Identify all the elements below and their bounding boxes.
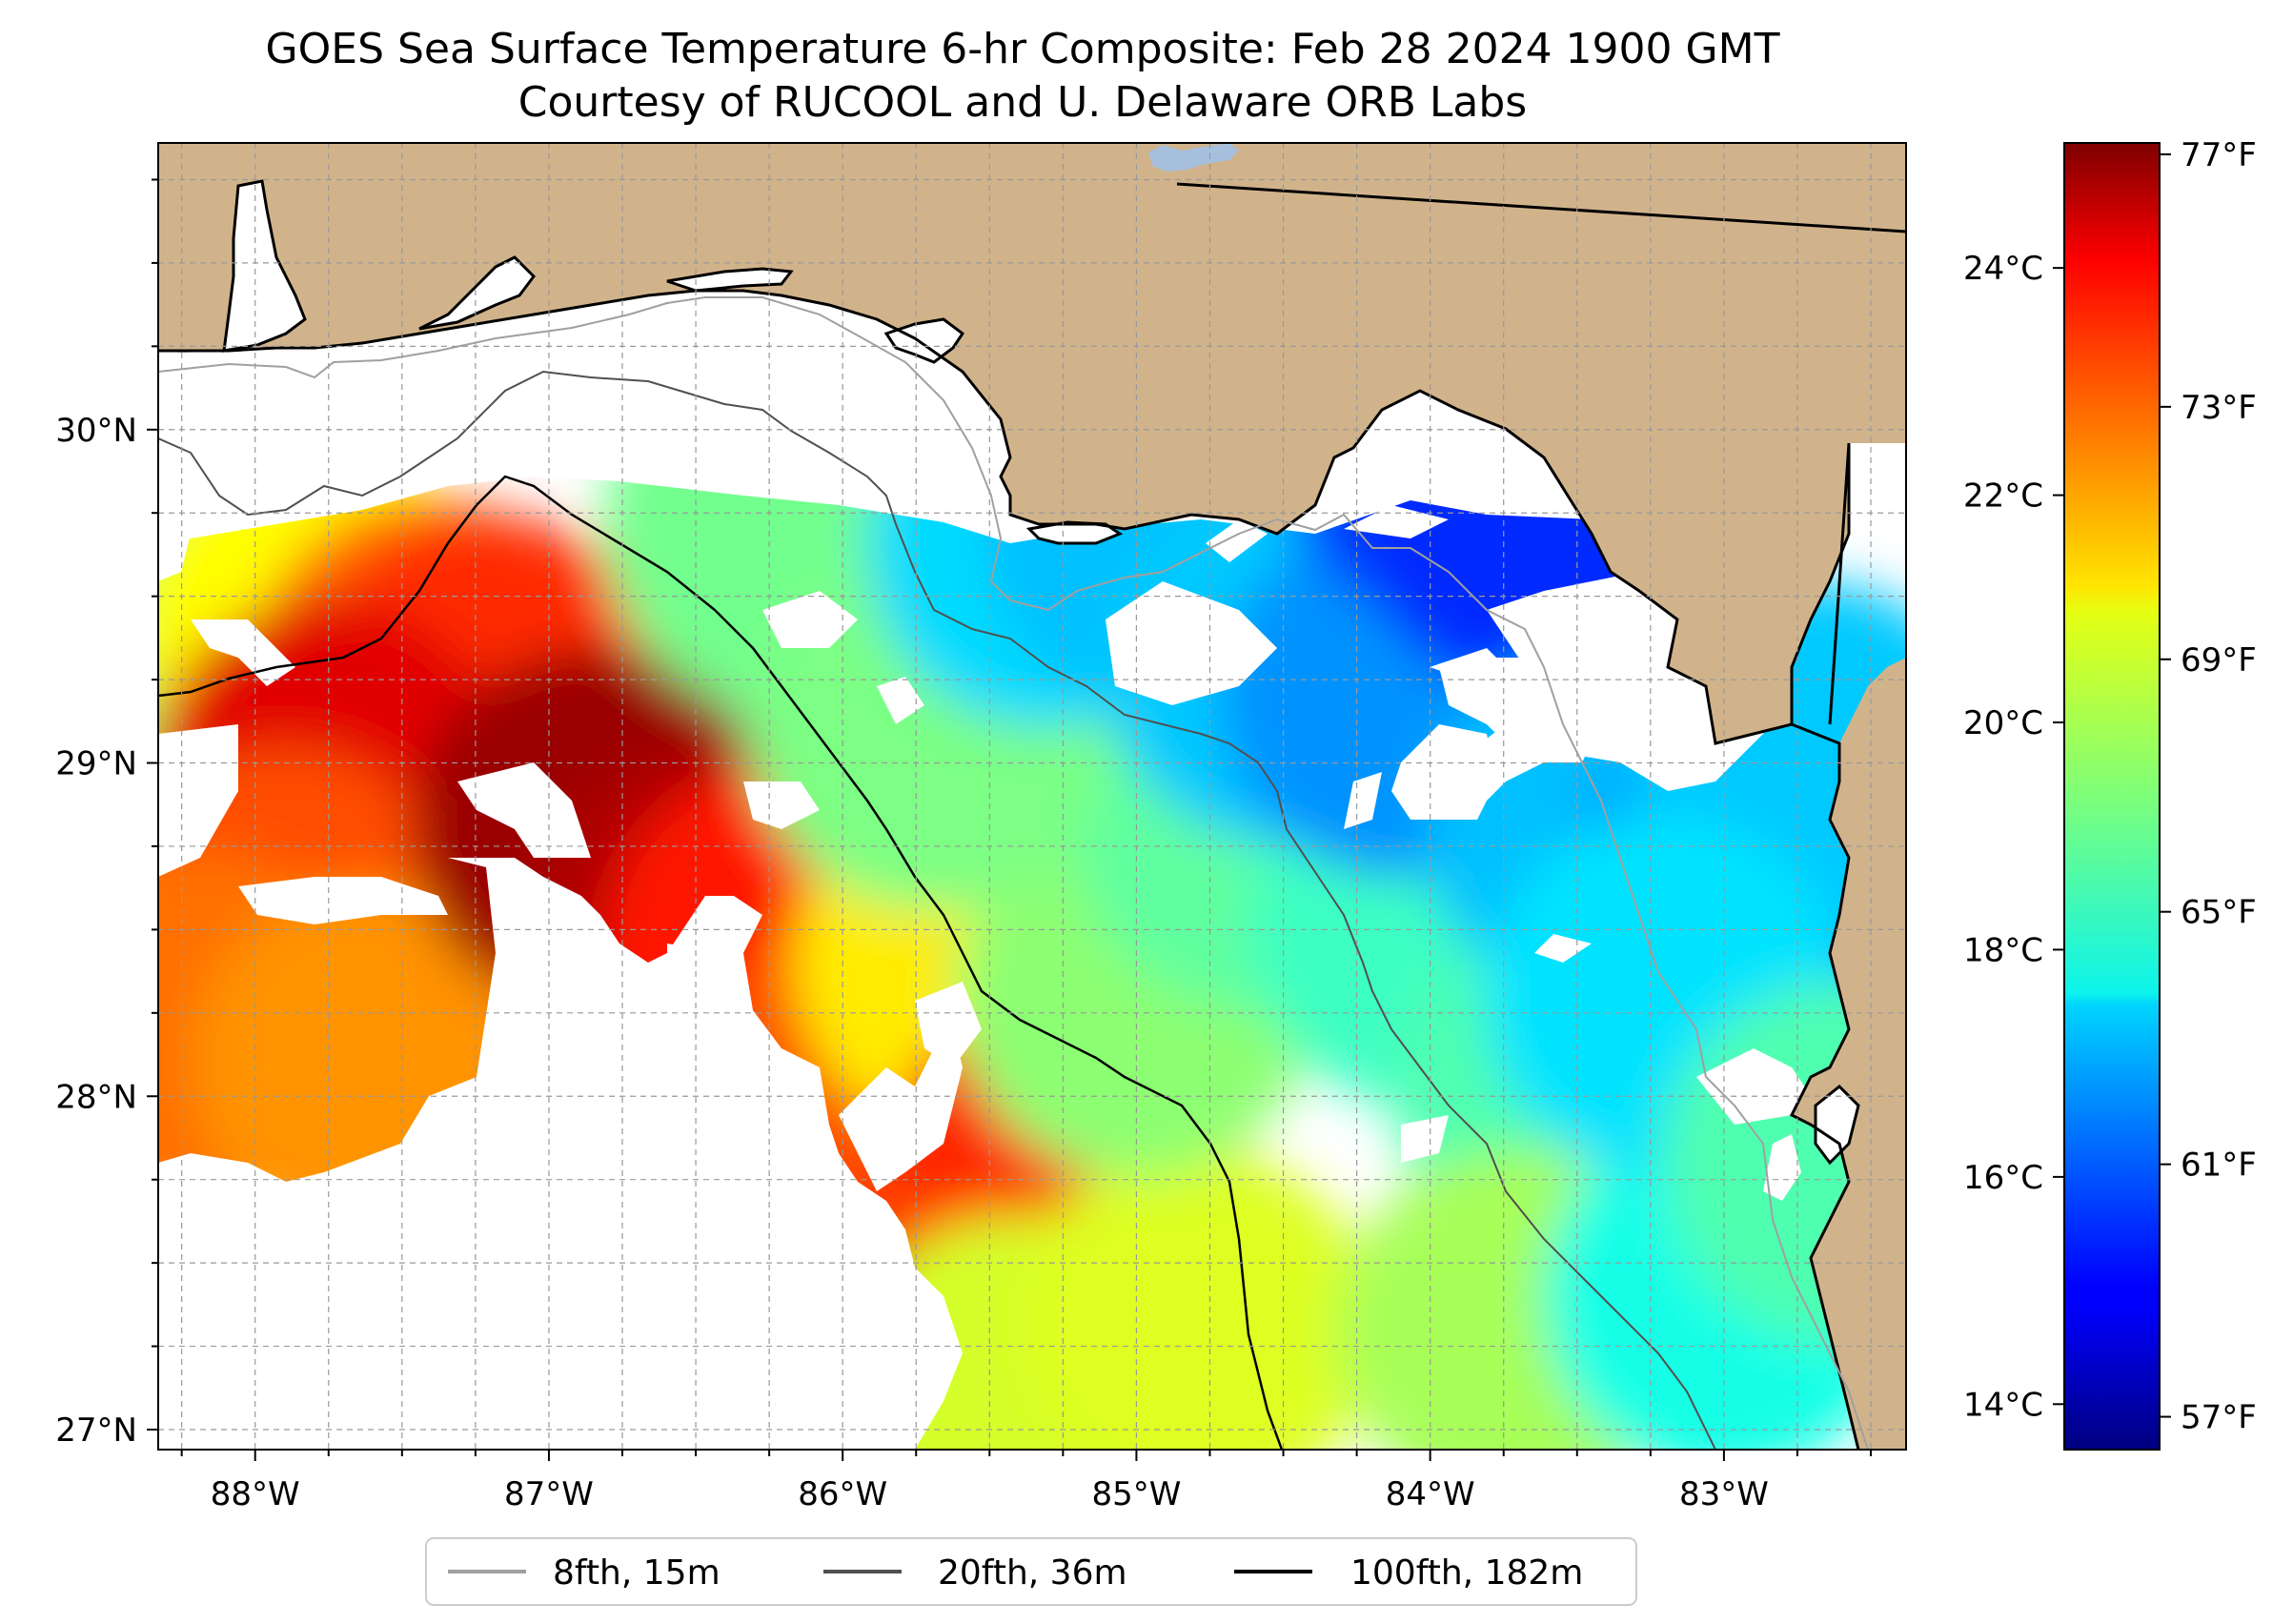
state-border-line	[1176, 182, 1906, 233]
lake	[1148, 143, 1239, 172]
pensacola-bay	[418, 255, 536, 331]
longitude-axis: 88°W 87°W 86°W 85°W 84°W 83°W	[180, 1450, 1873, 1513]
map-frame	[157, 142, 1907, 1451]
bays-and-inlets	[222, 179, 1860, 1166]
no-data-area	[1344, 505, 1449, 538]
lon-tick-label: 85°W	[1091, 1475, 1181, 1513]
land	[158, 143, 1906, 1450]
chart-title: GOES Sea Surface Temperature 6-hr Compos…	[266, 25, 1780, 73]
no-data-area	[457, 762, 591, 858]
lat-tick-label: 29°N	[55, 745, 137, 783]
no-data-area	[915, 982, 982, 1067]
legend-label: 100fth, 182m	[1350, 1553, 1583, 1593]
isobath-100fth-182m	[158, 475, 1284, 1450]
no-data-area	[877, 677, 924, 724]
lon-tick-label: 88°W	[211, 1475, 300, 1513]
no-data-area	[743, 782, 820, 829]
no-data-area	[762, 591, 858, 648]
no-data-area	[667, 944, 743, 1010]
apalachicola-bay	[1025, 520, 1124, 545]
lat-tick-label: 28°N	[55, 1078, 137, 1116]
legend-label: 20fth, 36m	[938, 1553, 1127, 1593]
no-data-area	[158, 619, 295, 686]
fahrenheit-tick-label: 65°F	[2181, 894, 2257, 932]
celsius-tick-label: 14°C	[1963, 1386, 2043, 1424]
colorbar-celsius-ticks: 24°C 22°C 20°C 18°C 16°C 14°C	[1963, 250, 2064, 1424]
colorbar: 24°C 22°C 20°C 18°C 16°C 14°C 77°F 73°F 69°F 65°…	[1963, 136, 2257, 1451]
no-data-area	[158, 724, 238, 877]
lon-tick-label: 84°W	[1386, 1475, 1475, 1513]
no-data-area	[1401, 1115, 1449, 1163]
lat-tick-label: 27°N	[55, 1411, 137, 1450]
legend-item: 8fth, 15m	[448, 1553, 720, 1593]
celsius-tick-label: 20°C	[1963, 704, 2043, 742]
no-data-area	[158, 534, 191, 581]
fahrenheit-tick-label: 69°F	[2181, 641, 2257, 680]
no-data-area	[839, 1029, 963, 1191]
no-data-area	[238, 877, 448, 924]
legend-box	[425, 1537, 1637, 1606]
land-area-southeast	[1792, 658, 1906, 1450]
no-data-area	[1696, 1048, 1811, 1125]
no-data-area	[158, 858, 963, 1450]
legend-item: 100fth, 182m	[1234, 1553, 1583, 1593]
tampa-bay	[1814, 1084, 1860, 1166]
mobile-bay	[222, 179, 307, 353]
celsius-tick-label: 18°C	[1963, 931, 2043, 969]
legend-item: 20fth, 36m	[823, 1553, 1127, 1593]
latitude-axis: 30°N 29°N 28°N 27°N	[55, 178, 158, 1450]
fahrenheit-tick-label: 57°F	[2181, 1399, 2257, 1437]
no-data-area	[1763, 1134, 1801, 1201]
sst-patch	[1014, 1148, 1377, 1450]
no-data-area	[1106, 581, 1277, 705]
no-data-area	[1344, 772, 1382, 829]
lon-tick-label: 87°W	[504, 1475, 594, 1513]
legend-label: 8fth, 15m	[553, 1553, 720, 1593]
celsius-tick-label: 24°C	[1963, 250, 2043, 288]
fahrenheit-tick-label: 77°F	[2181, 136, 2257, 174]
isobath-legend: 8fth, 15m 20fth, 36m 100fth, 182m	[425, 1537, 1637, 1606]
isobath-20fth-36m	[158, 370, 1716, 1450]
celsius-tick-label: 22°C	[1963, 477, 2043, 516]
land-area-north	[158, 143, 1906, 743]
chart-subtitle: Courtesy of RUCOOL and U. Delaware ORB L…	[518, 78, 1527, 127]
isobath-8fth-15m	[158, 296, 1869, 1450]
no-data-area	[1206, 519, 1268, 562]
lon-tick-label: 83°W	[1679, 1475, 1769, 1513]
fahrenheit-tick-label: 73°F	[2181, 389, 2257, 427]
coastline	[158, 289, 1860, 1450]
map-panel	[158, 143, 1906, 1450]
gridlines	[158, 143, 1906, 1450]
colorbar-gradient	[2063, 142, 2161, 1451]
colorbar-fahrenheit-ticks: 77°F 73°F 69°F 65°F 61°F 57°F	[2160, 136, 2257, 1437]
lat-tick-label: 30°N	[55, 412, 137, 450]
st-andrews-bay	[883, 317, 965, 364]
celsius-tick-label: 16°C	[1963, 1159, 2043, 1197]
lon-tick-label: 86°W	[798, 1475, 887, 1513]
fahrenheit-tick-label: 61°F	[2181, 1147, 2257, 1185]
